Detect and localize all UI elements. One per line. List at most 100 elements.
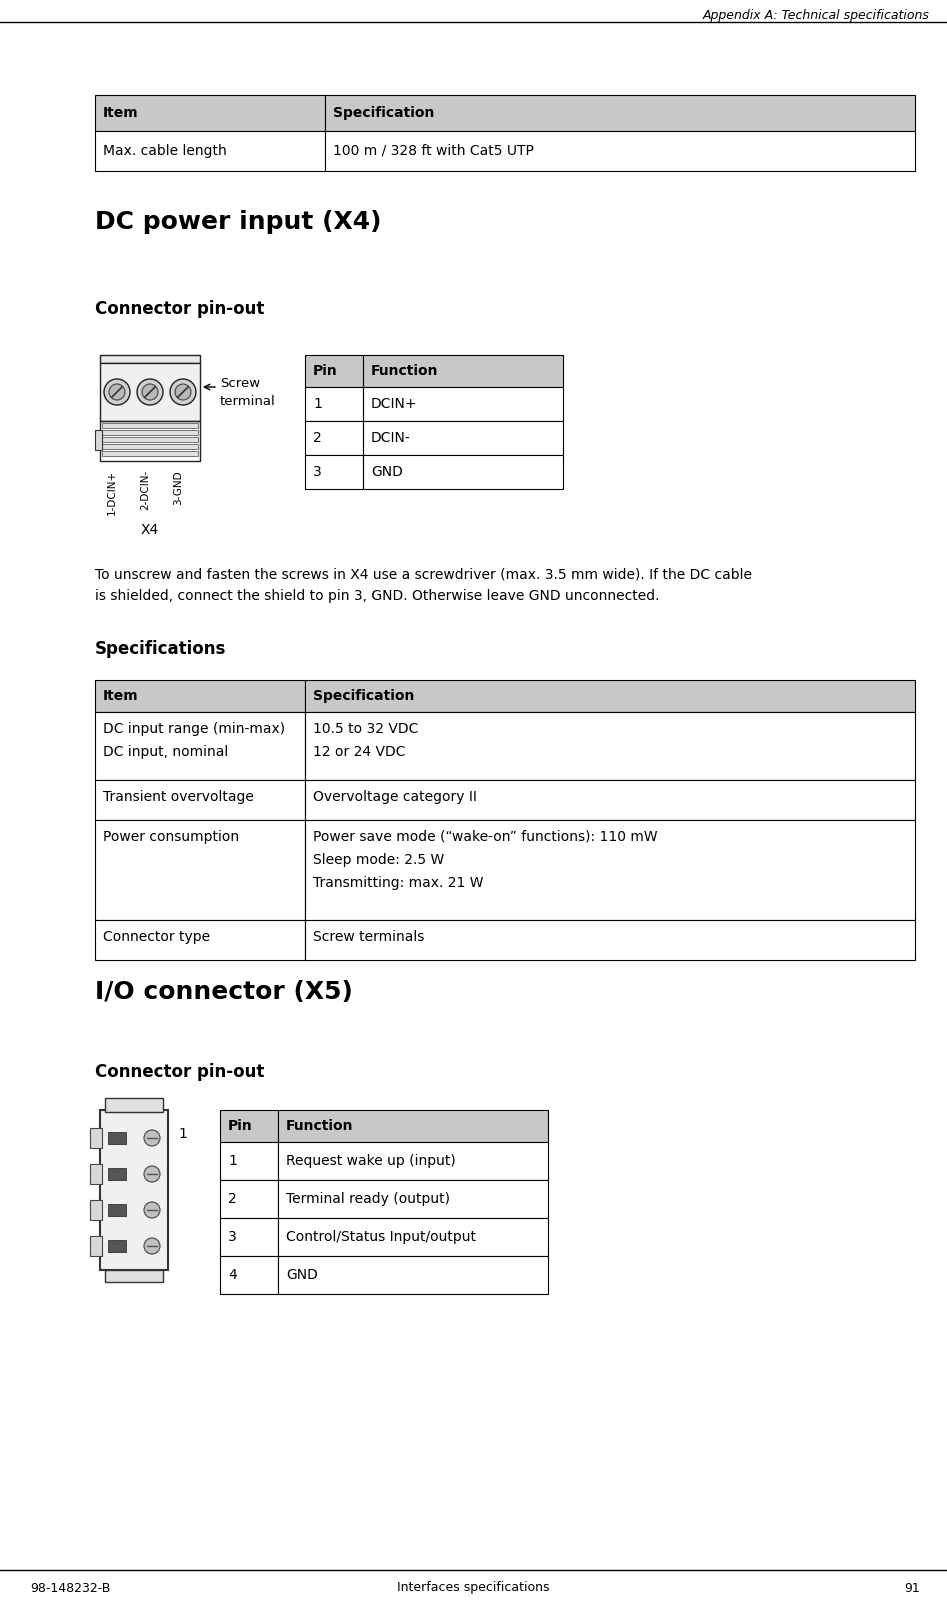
Bar xyxy=(305,455,363,489)
Bar xyxy=(90,1165,102,1184)
Text: 1: 1 xyxy=(313,397,322,412)
Text: GND: GND xyxy=(286,1269,318,1282)
Text: 1-DCIN+: 1-DCIN+ xyxy=(107,469,117,516)
Text: 1: 1 xyxy=(228,1153,237,1168)
Circle shape xyxy=(144,1129,160,1145)
Text: 3: 3 xyxy=(313,465,322,479)
Text: I/O connector (X5): I/O connector (X5) xyxy=(95,980,353,1004)
Text: Connector pin-out: Connector pin-out xyxy=(95,300,264,319)
Bar xyxy=(220,1110,278,1142)
Text: 3-GND: 3-GND xyxy=(173,469,183,505)
Bar xyxy=(325,131,915,171)
Circle shape xyxy=(104,380,130,405)
Bar xyxy=(363,356,563,388)
Text: Request wake up (input): Request wake up (input) xyxy=(286,1153,456,1168)
Bar xyxy=(95,429,102,450)
Text: Pin: Pin xyxy=(228,1120,253,1133)
Bar xyxy=(90,1237,102,1256)
Bar xyxy=(108,1240,126,1253)
Text: Connector type: Connector type xyxy=(103,931,210,944)
Text: GND: GND xyxy=(371,465,402,479)
Circle shape xyxy=(170,380,196,405)
Circle shape xyxy=(144,1166,160,1182)
Bar xyxy=(278,1218,548,1256)
Bar xyxy=(95,95,325,131)
Text: To unscrew and fasten the screws in X4 use a screwdriver (max. 3.5 mm wide). If : To unscrew and fasten the screws in X4 u… xyxy=(95,569,752,602)
Bar xyxy=(105,1097,163,1112)
Text: DCIN-: DCIN- xyxy=(371,431,411,445)
Text: Pin: Pin xyxy=(313,364,338,378)
Circle shape xyxy=(142,384,158,400)
Circle shape xyxy=(137,380,163,405)
Text: Terminal ready (output): Terminal ready (output) xyxy=(286,1192,450,1206)
Bar xyxy=(95,780,305,820)
Text: Appendix A: Technical specifications: Appendix A: Technical specifications xyxy=(703,10,930,22)
Bar xyxy=(100,421,200,461)
Bar xyxy=(278,1256,548,1294)
Text: Power consumption: Power consumption xyxy=(103,830,240,844)
Text: 98-148232-B: 98-148232-B xyxy=(30,1581,111,1594)
Text: 2: 2 xyxy=(228,1192,237,1206)
Bar xyxy=(278,1142,548,1181)
Bar xyxy=(305,920,915,960)
Bar xyxy=(325,95,915,131)
Text: Max. cable length: Max. cable length xyxy=(103,144,226,159)
Bar xyxy=(220,1256,278,1294)
Bar xyxy=(95,679,305,711)
Bar xyxy=(305,711,915,780)
Bar xyxy=(90,1200,102,1221)
Text: Function: Function xyxy=(371,364,438,378)
Text: 3: 3 xyxy=(228,1230,237,1245)
Bar xyxy=(363,388,563,421)
Bar xyxy=(102,429,198,436)
Bar xyxy=(305,388,363,421)
Text: Specification: Specification xyxy=(333,106,435,120)
Circle shape xyxy=(144,1238,160,1254)
Circle shape xyxy=(175,384,191,400)
Text: Specifications: Specifications xyxy=(95,641,226,658)
Bar xyxy=(305,820,915,920)
Text: Transient overvoltage: Transient overvoltage xyxy=(103,790,254,804)
Bar xyxy=(305,679,915,711)
Text: Screw terminals: Screw terminals xyxy=(313,931,424,944)
Text: Specification: Specification xyxy=(313,689,415,703)
Bar xyxy=(102,444,198,449)
Bar xyxy=(102,437,198,442)
Bar xyxy=(108,1205,126,1216)
Text: Item: Item xyxy=(103,689,138,703)
Bar xyxy=(363,455,563,489)
Text: DC input range (min-max)
DC input, nominal: DC input range (min-max) DC input, nomin… xyxy=(103,723,285,759)
Text: 2: 2 xyxy=(313,431,322,445)
Text: Screw
terminal: Screw terminal xyxy=(220,376,276,409)
Text: Interfaces specifications: Interfaces specifications xyxy=(397,1581,549,1594)
Text: Connector pin-out: Connector pin-out xyxy=(95,1064,264,1081)
Text: 10.5 to 32 VDC
12 or 24 VDC: 10.5 to 32 VDC 12 or 24 VDC xyxy=(313,723,419,759)
Bar xyxy=(220,1142,278,1181)
Bar xyxy=(363,421,563,455)
Text: X4: X4 xyxy=(141,522,159,537)
Bar xyxy=(95,711,305,780)
Bar xyxy=(100,364,200,421)
Text: Power save mode (“wake-on” functions): 110 mW
Sleep mode: 2.5 W
Transmitting: ma: Power save mode (“wake-on” functions): 1… xyxy=(313,830,657,889)
Text: Function: Function xyxy=(286,1120,353,1133)
Bar xyxy=(90,1128,102,1149)
Text: 4: 4 xyxy=(228,1269,237,1282)
Bar xyxy=(220,1218,278,1256)
Bar xyxy=(102,452,198,457)
Bar xyxy=(105,1270,163,1282)
Bar xyxy=(220,1181,278,1218)
Bar xyxy=(102,423,198,428)
Text: DC power input (X4): DC power input (X4) xyxy=(95,210,382,234)
Bar xyxy=(100,356,200,364)
Text: Item: Item xyxy=(103,106,138,120)
Circle shape xyxy=(109,384,125,400)
Bar xyxy=(108,1133,126,1144)
Bar xyxy=(305,356,363,388)
Bar xyxy=(305,780,915,820)
Text: DCIN+: DCIN+ xyxy=(371,397,418,412)
Text: Control/Status Input/output: Control/Status Input/output xyxy=(286,1230,476,1245)
Text: Overvoltage category II: Overvoltage category II xyxy=(313,790,477,804)
Text: 100 m / 328 ft with Cat5 UTP: 100 m / 328 ft with Cat5 UTP xyxy=(333,144,534,159)
Bar xyxy=(95,920,305,960)
Bar xyxy=(95,820,305,920)
